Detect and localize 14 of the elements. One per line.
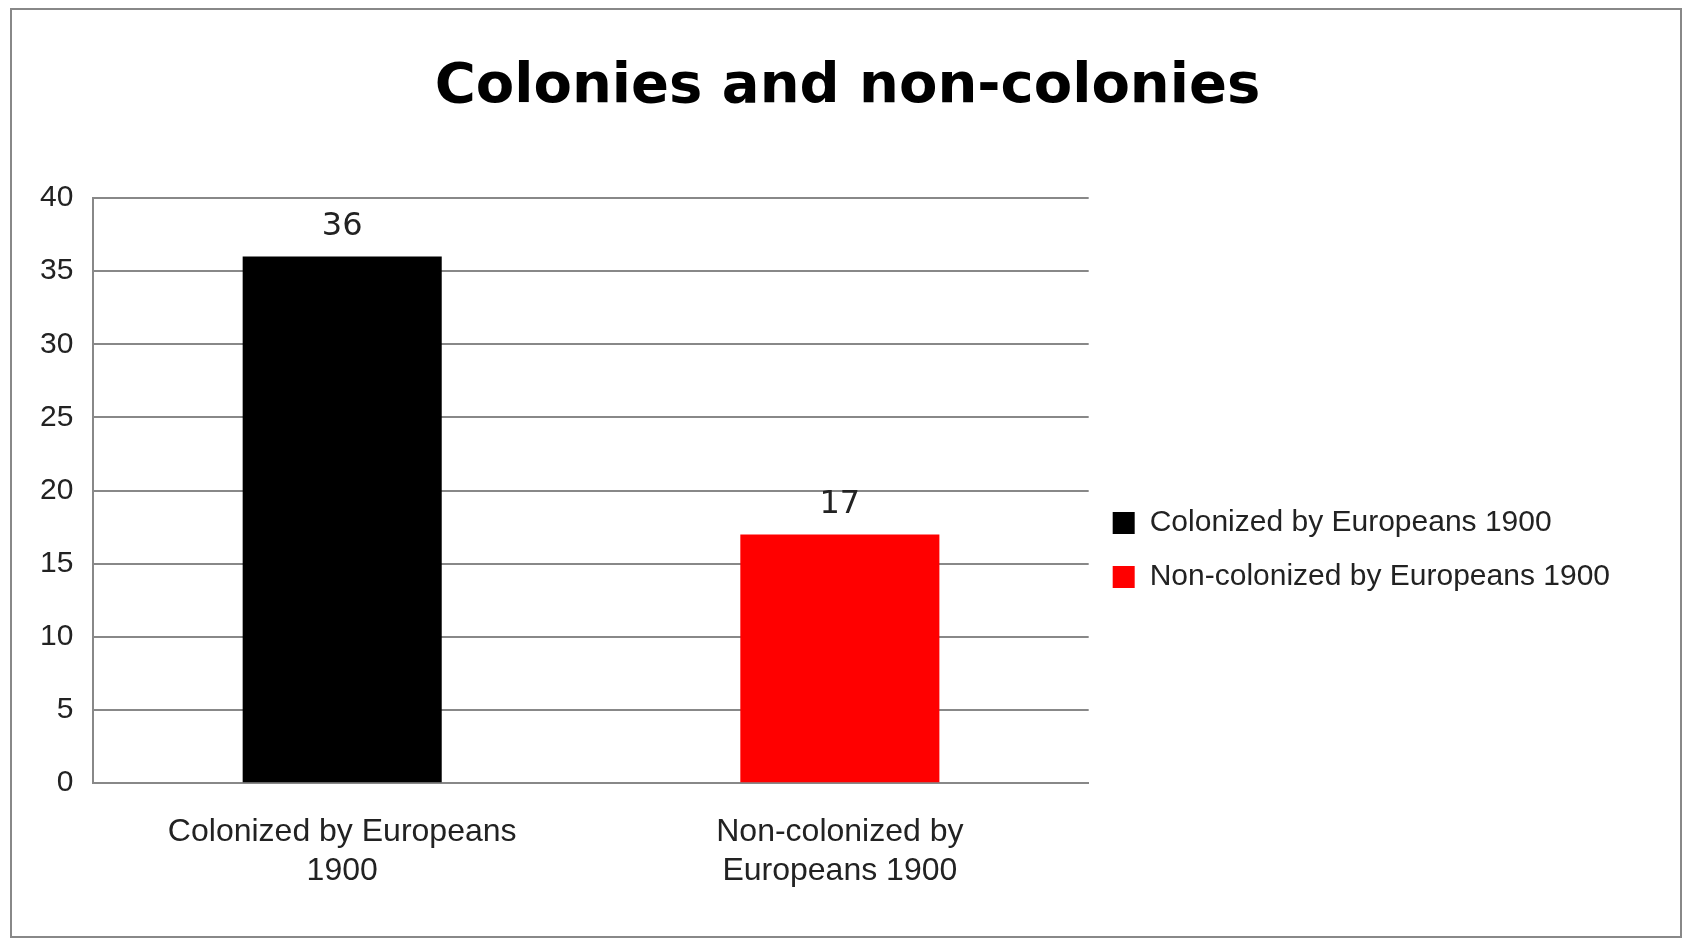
legend-label: Non-colonized by Europeans 1900: [1149, 558, 1610, 592]
data-label: 36: [321, 204, 363, 243]
chart-title: Colonies and non-colonies: [433, 50, 1262, 115]
y-tick-label: 35: [39, 252, 74, 286]
y-tick-label: 25: [39, 398, 74, 432]
legend-label: Colonized by Europeans 1900: [1149, 504, 1552, 538]
y-tick-label: 20: [39, 471, 74, 505]
y-tick-label: 15: [39, 545, 74, 579]
data-label: 17: [819, 482, 861, 521]
y-tick-label: 0: [56, 764, 74, 798]
y-tick-label: 30: [39, 325, 74, 359]
y-tick-label: 40: [39, 179, 74, 213]
y-tick-label: 5: [56, 691, 74, 725]
y-tick-label: 10: [39, 618, 74, 652]
